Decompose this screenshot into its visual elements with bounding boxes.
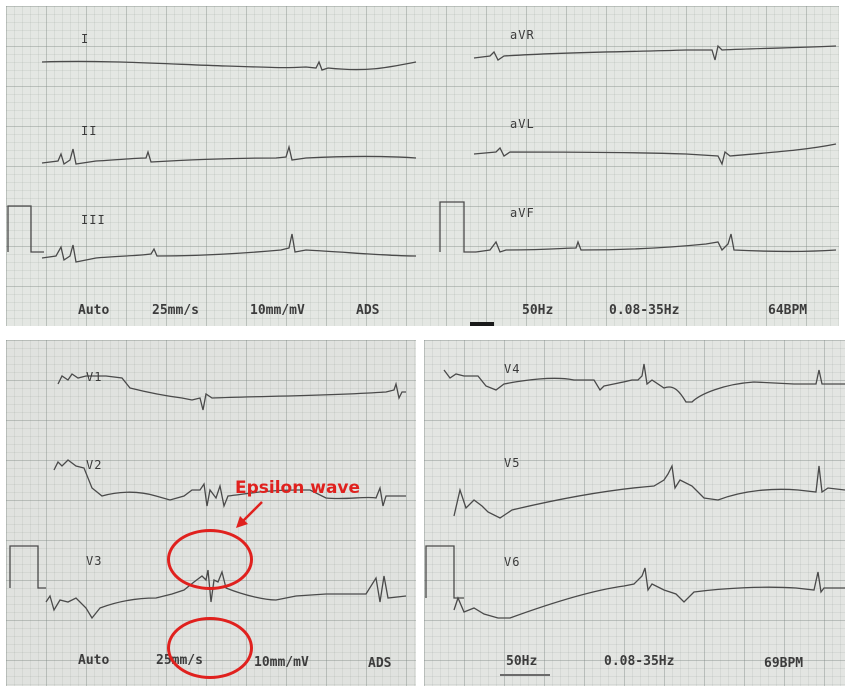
calibration-pulse — [439, 201, 476, 253]
footer-speed: 25mm/s — [152, 303, 199, 318]
footer-gain: 10mm/mV — [254, 655, 309, 670]
footer-mode: Auto — [78, 303, 110, 318]
trace-lead-V5 — [453, 463, 845, 519]
calibration-pulse — [9, 545, 46, 589]
precordial-right-traces — [425, 363, 845, 619]
lead-label-V1: V1 — [86, 370, 103, 384]
trace-lead-V6 — [453, 567, 845, 619]
ecg-limb-leads-panel: I II III aVR aVL aVF Auto 25mm/s 10mm/mV… — [6, 6, 839, 326]
lead-label-II: II — [81, 124, 98, 138]
calibration-pulse — [7, 205, 44, 253]
lead-label-V5: V5 — [504, 456, 521, 470]
trace-lead-II — [41, 144, 417, 166]
lead-label-III: III — [81, 213, 106, 227]
footer-bandwidth: 0.08-35Hz — [609, 303, 680, 318]
lead-label-aVL: aVL — [510, 117, 535, 131]
ecg-precordial-leads-left-panel: V1 V2 V3 Auto 25mm/s 10mm/mV ADS — [6, 340, 416, 686]
lead-label-aVR: aVR — [510, 28, 535, 42]
lead-label-I: I — [81, 32, 90, 46]
ecg-precordial-leads-right-panel: V4 V5 V6 50Hz 0.08-35Hz 69BPM — [424, 340, 845, 686]
trace-lead-aVR — [473, 44, 837, 61]
trace-lead-III — [41, 233, 417, 263]
footer-filter: ADS — [368, 656, 392, 671]
lead-label-V6: V6 — [504, 555, 521, 569]
trace-lead-V1 — [57, 373, 406, 411]
footer-rate: 69BPM — [764, 656, 804, 671]
footer-mode: Auto — [78, 653, 110, 668]
trace-lead-aVF — [475, 233, 837, 253]
trace-lead-V2 — [53, 459, 406, 509]
footer-bandwidth: 0.08-35Hz — [604, 654, 675, 669]
trace-lead-aVL — [473, 143, 837, 166]
lead-label-V4: V4 — [504, 362, 521, 376]
footer-filter: ADS — [356, 303, 380, 318]
footer-mains: 50Hz — [522, 303, 554, 318]
epsilon-wave-highlight-ring — [167, 529, 253, 590]
paper-speed-highlight-ring — [167, 617, 253, 679]
limb-lead-traces — [7, 44, 837, 263]
footer-gain: 10mm/mV — [250, 303, 305, 318]
trace-lead-V4 — [443, 363, 845, 403]
footer-rate: 64BPM — [768, 303, 808, 318]
trace-lead-I — [41, 60, 417, 71]
footer-mains: 50Hz — [506, 654, 538, 669]
lead-label-aVF: aVF — [510, 206, 535, 220]
lead-label-V2: V2 — [86, 458, 103, 472]
epsilon-wave-arrow — [236, 501, 263, 528]
calibration-pulse — [425, 545, 464, 599]
lead-label-V3: V3 — [86, 554, 103, 568]
footer-mains-underline — [500, 674, 550, 676]
paper-marker — [470, 322, 494, 326]
epsilon-wave-label: Epsilon wave — [235, 478, 361, 498]
